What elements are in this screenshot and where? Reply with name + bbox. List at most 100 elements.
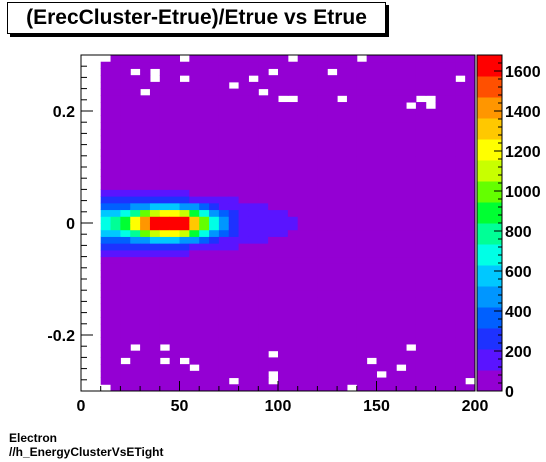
heatmap-cell xyxy=(209,377,220,385)
heatmap-cell xyxy=(406,162,417,170)
heatmap-cell xyxy=(425,364,437,372)
heatmap-cell xyxy=(159,296,171,305)
heatmap-cell xyxy=(248,263,259,271)
heatmap-cell xyxy=(307,370,318,379)
heatmap-cell xyxy=(337,350,348,358)
heatmap-cell xyxy=(278,276,289,284)
heatmap-cell xyxy=(218,330,230,338)
heatmap-cell xyxy=(337,216,348,224)
heatmap-cell xyxy=(149,209,161,217)
heatmap-cell xyxy=(140,377,151,385)
heatmap-cell xyxy=(445,108,456,116)
heatmap-cell xyxy=(189,128,200,137)
heatmap-cell xyxy=(386,370,397,379)
heatmap-cell xyxy=(149,175,161,184)
heatmap-cell xyxy=(415,209,427,217)
heatmap-cell xyxy=(465,128,476,137)
heatmap-cell xyxy=(317,330,328,338)
heatmap-cell xyxy=(238,296,249,305)
heatmap-cell xyxy=(209,81,220,90)
heatmap-cell xyxy=(228,270,240,278)
heatmap-cell xyxy=(169,343,180,352)
heatmap-cell xyxy=(396,162,407,170)
heatmap-cell xyxy=(337,317,348,325)
heatmap-cell xyxy=(366,337,377,345)
heatmap-cell xyxy=(209,108,220,116)
heatmap-cell xyxy=(169,249,180,258)
heatmap-cell xyxy=(258,169,269,177)
heatmap-cell xyxy=(415,122,427,130)
heatmap-cell xyxy=(287,209,299,217)
heatmap-cell xyxy=(465,122,476,130)
heatmap-cell xyxy=(268,202,279,211)
heatmap-cell xyxy=(287,182,299,190)
heatmap-cell xyxy=(425,128,437,137)
heatmap-cell xyxy=(445,337,456,345)
heatmap-cell xyxy=(278,75,289,83)
heatmap-cell xyxy=(179,108,190,116)
heatmap-cell xyxy=(465,263,476,271)
heatmap-cell xyxy=(366,377,377,385)
heatmap-cell xyxy=(287,175,299,184)
heatmap-cell xyxy=(346,377,358,385)
heatmap-cell xyxy=(455,276,466,284)
heatmap-cell xyxy=(238,108,249,116)
heatmap-cell xyxy=(130,229,141,237)
heatmap-cell xyxy=(199,149,210,157)
heatmap-cell xyxy=(406,196,417,204)
heatmap-cell xyxy=(218,256,230,264)
heatmap-cell xyxy=(248,236,259,244)
heatmap-cell xyxy=(287,317,299,325)
heatmap-cell xyxy=(445,202,456,211)
heatmap-cell xyxy=(189,249,200,258)
heatmap-cell xyxy=(209,142,220,150)
heatmap-cell xyxy=(455,357,466,365)
heatmap-cell xyxy=(199,182,210,190)
heatmap-cell xyxy=(346,155,358,164)
heatmap-cell xyxy=(455,330,466,338)
heatmap-cell xyxy=(189,229,200,237)
heatmap-cell xyxy=(396,196,407,204)
heatmap-cell xyxy=(396,323,407,332)
heatmap-cell xyxy=(386,209,397,217)
heatmap-cell xyxy=(415,364,427,372)
heatmap-cell xyxy=(258,303,269,311)
heatmap-cell xyxy=(445,55,456,63)
heatmap-cell xyxy=(159,270,171,278)
heatmap-cell xyxy=(189,108,200,116)
heatmap-cell xyxy=(425,303,437,311)
x-tick-label: 150 xyxy=(363,398,390,415)
footer-histogram-path: //h_EnergyClusterVsETight xyxy=(9,445,164,459)
heatmap-cell xyxy=(110,135,121,143)
heatmap-cell xyxy=(228,75,240,83)
heatmap-cell xyxy=(169,317,180,325)
heatmap-cell xyxy=(228,128,240,137)
heatmap-cell xyxy=(307,270,318,278)
heatmap-cell xyxy=(258,249,269,258)
heatmap-cell xyxy=(346,81,358,90)
heatmap-cell xyxy=(327,175,338,184)
heatmap-cell xyxy=(307,189,318,197)
heatmap-cell xyxy=(110,149,121,157)
heatmap-cell xyxy=(268,317,279,325)
heatmap-cell xyxy=(189,162,200,170)
heatmap-cell xyxy=(140,303,151,311)
heatmap-cell xyxy=(317,162,328,170)
heatmap-cell xyxy=(455,290,466,298)
heatmap-cell xyxy=(366,162,377,170)
heatmap-cell xyxy=(465,330,476,338)
heatmap-cell xyxy=(238,135,249,143)
heatmap-cell xyxy=(406,202,417,211)
heatmap-cell xyxy=(179,343,190,352)
heatmap-cell xyxy=(287,357,299,365)
heatmap-cell xyxy=(435,169,446,177)
heatmap-cell xyxy=(278,296,289,305)
heatmap-cell xyxy=(376,276,387,284)
heatmap-cell xyxy=(346,95,358,103)
heatmap-cell xyxy=(268,364,279,372)
heatmap-cell xyxy=(209,175,220,184)
heatmap-cell xyxy=(149,216,161,224)
heatmap-cell xyxy=(455,263,466,271)
heatmap-cell xyxy=(396,95,407,103)
